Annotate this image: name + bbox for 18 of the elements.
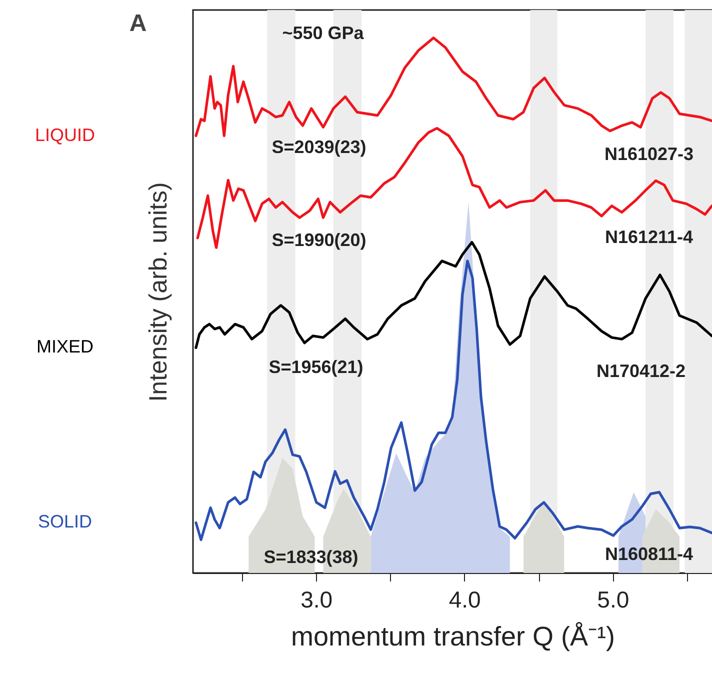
annotation: S=2039(23): [272, 137, 366, 157]
y-axis-title: Intensity (arb. units): [144, 182, 172, 402]
annotation: S=1833(38): [264, 547, 358, 567]
text: MIXED: [36, 336, 94, 357]
annotation: N161027-3: [604, 144, 694, 164]
annotation: S=1956(21): [268, 357, 364, 377]
x-tick-label: 3.0: [300, 586, 333, 612]
annotation: N170412-2: [596, 361, 686, 381]
annotation: ~550 GPa: [282, 23, 365, 43]
x-tick-label: 5.0: [597, 586, 630, 612]
annotation: S=1990(20): [272, 230, 366, 250]
text: SOLID: [38, 512, 92, 532]
text: LIQUID: [34, 124, 96, 145]
x-tick-label: 4.0: [448, 586, 481, 612]
annotation: N161211-4: [604, 227, 694, 247]
annotation: N160811-4: [604, 544, 694, 564]
text: A: [129, 10, 147, 37]
x-axis-title: momentum transfer Q (Å⁻¹): [290, 622, 616, 652]
